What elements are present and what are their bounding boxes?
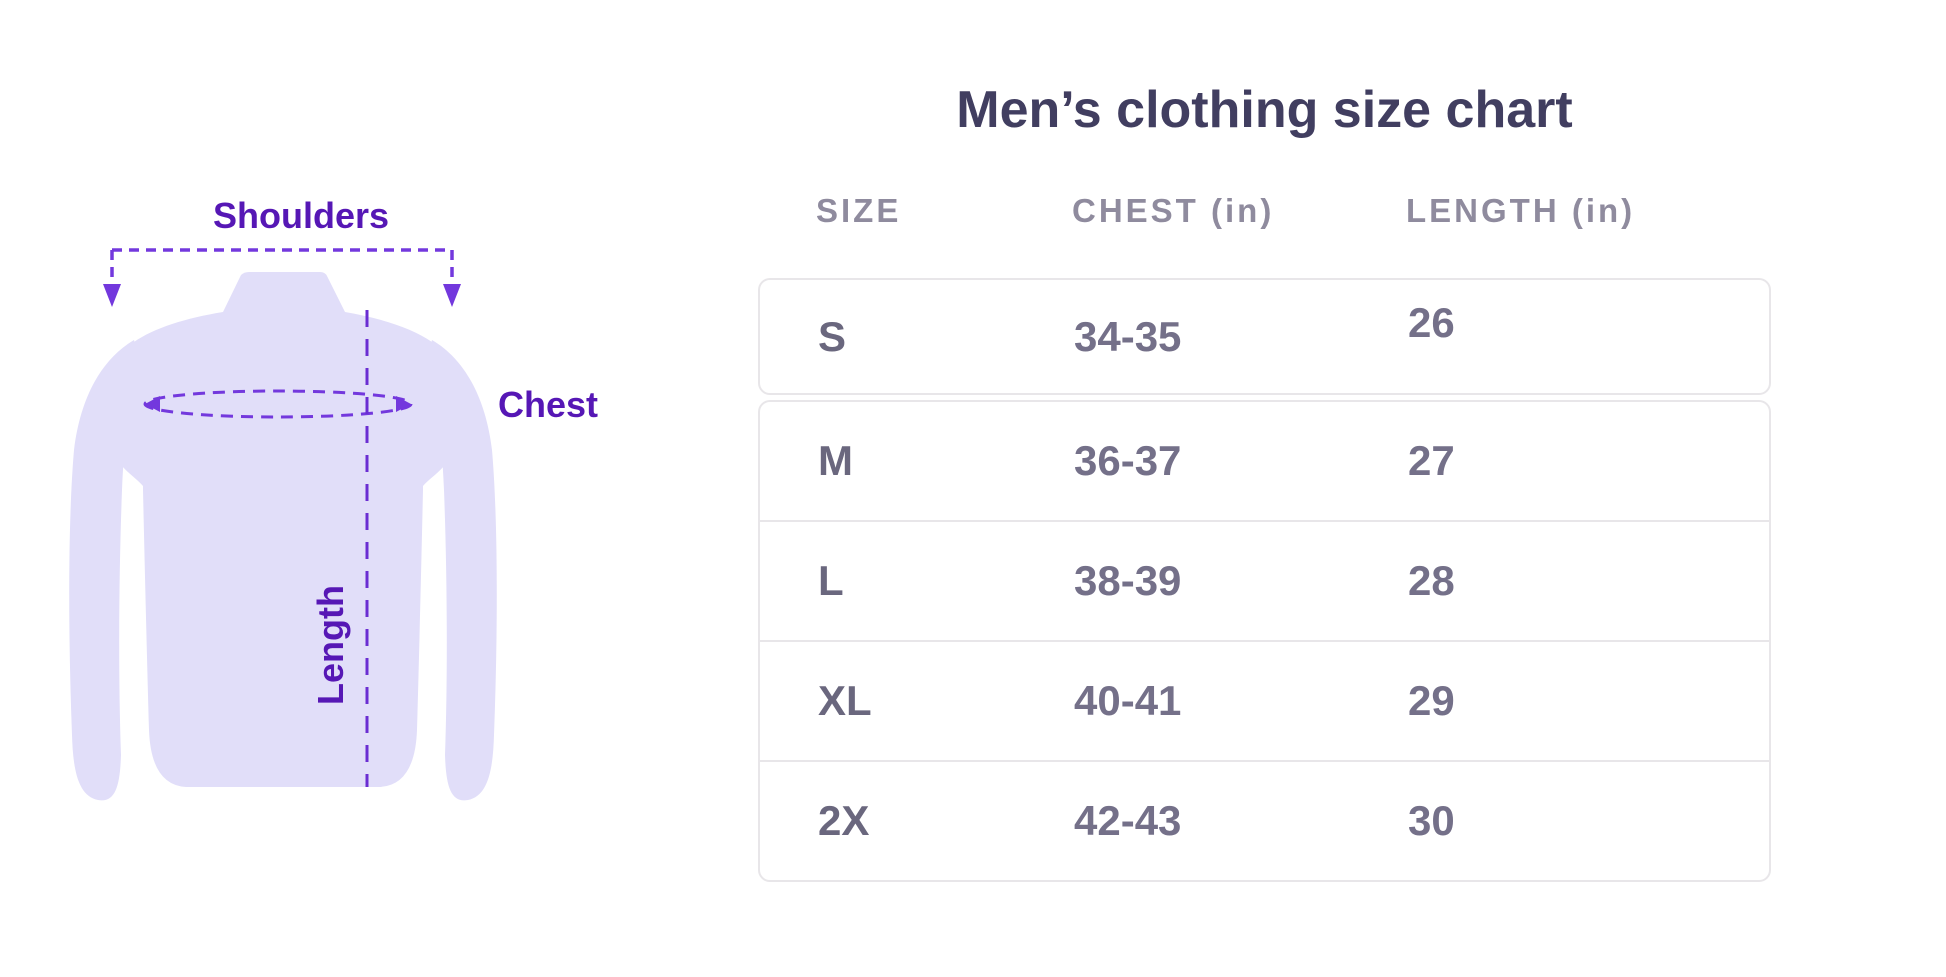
length-cell: 26 bbox=[1408, 298, 1455, 346]
chest-cell: 36-37 bbox=[1074, 437, 1182, 484]
size-cell: L bbox=[818, 557, 844, 604]
shirt-silhouette-icon bbox=[69, 272, 497, 801]
size-cell: M bbox=[818, 437, 853, 484]
size-cell: 2X bbox=[818, 797, 870, 844]
length-cell: 30 bbox=[1408, 797, 1455, 844]
size-cell: S bbox=[818, 312, 847, 360]
length-cell: 28 bbox=[1408, 557, 1455, 604]
column-header-size: SIZE bbox=[816, 192, 902, 229]
table-row: 2X 42-43 30 bbox=[760, 760, 1769, 880]
table-row: M 36-37 27 bbox=[760, 402, 1769, 520]
chest-cell: 38-39 bbox=[1074, 557, 1182, 604]
column-header-length: LENGTH (in) bbox=[1406, 192, 1636, 229]
shoulders-arrowheads-icon bbox=[103, 284, 461, 307]
shoulders-measure-line bbox=[110, 248, 454, 284]
table-row: S 34-35 26 bbox=[760, 280, 1769, 393]
page-title: Men’s clothing size chart bbox=[956, 81, 1573, 139]
length-cell: 29 bbox=[1408, 677, 1455, 724]
table-header-row: SIZE CHEST (in) LENGTH (in) bbox=[758, 192, 1771, 232]
shoulders-label: Shoulders bbox=[213, 195, 389, 236]
table-box-bottom: M 36-37 27 L 38-39 28 XL 40-41 29 2X 42-… bbox=[758, 400, 1771, 882]
table-row: L 38-39 28 bbox=[760, 520, 1769, 640]
table-row: XL 40-41 29 bbox=[760, 640, 1769, 760]
size-cell: XL bbox=[818, 677, 872, 724]
column-header-chest: CHEST (in) bbox=[1072, 192, 1275, 229]
chest-cell: 34-35 bbox=[1074, 312, 1182, 360]
chest-cell: 42-43 bbox=[1074, 797, 1182, 844]
table-box-top: S 34-35 26 bbox=[758, 278, 1771, 395]
chest-cell: 40-41 bbox=[1074, 677, 1182, 724]
shirt-measurement-diagram: Shoulders Chest Length bbox=[60, 190, 605, 815]
chest-label: Chest bbox=[498, 384, 598, 425]
shirt-diagram-svg: Shoulders Chest Length bbox=[69, 195, 598, 801]
chest-measure-ellipse bbox=[143, 389, 413, 419]
length-label: Length bbox=[310, 585, 351, 705]
length-cell: 27 bbox=[1408, 437, 1455, 484]
